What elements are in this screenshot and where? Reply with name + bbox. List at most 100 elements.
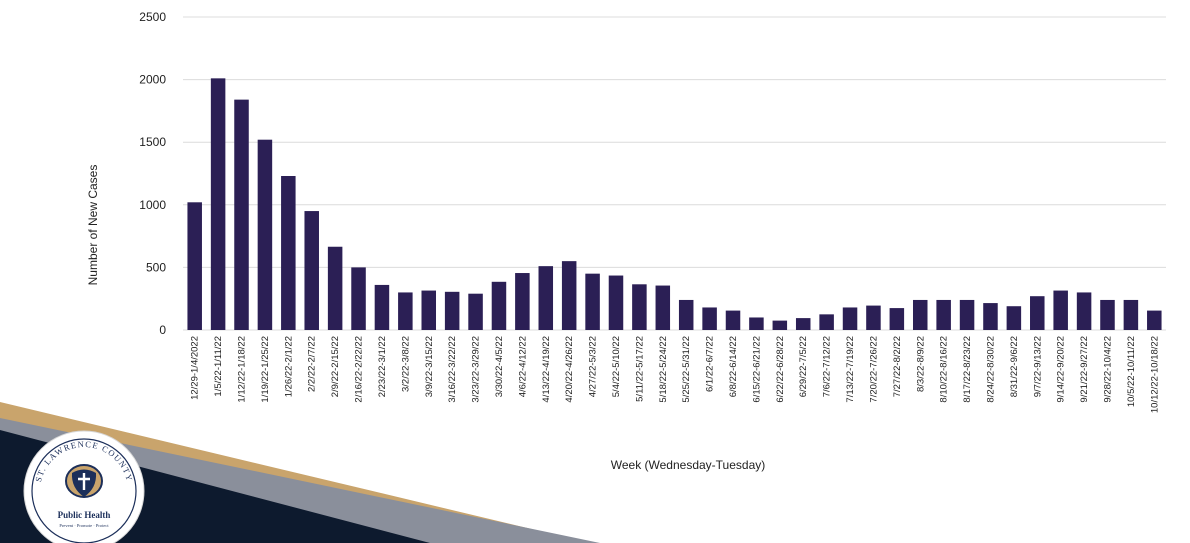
x-tick-label: 1/12/22-1/18/22 xyxy=(237,336,248,403)
bar xyxy=(257,139,273,330)
x-tick-label: 7/6/22-7/12/22 xyxy=(822,336,833,397)
bar xyxy=(538,266,554,330)
x-tick-label: 10/5/22-10/11/22 xyxy=(1126,336,1137,407)
bar xyxy=(515,273,530,330)
bar xyxy=(795,318,811,330)
x-tick-label: 8/3/22-8/9/22 xyxy=(915,336,926,392)
y-tick-label: 500 xyxy=(146,260,166,274)
y-tick-label: 1500 xyxy=(139,135,166,149)
y-axis-title: Number of New Cases xyxy=(86,165,100,286)
bar xyxy=(1123,299,1139,330)
x-tick-label: 10/12/22-10/18/22 xyxy=(1149,336,1160,413)
bar xyxy=(959,299,975,330)
bar xyxy=(187,202,202,330)
bar xyxy=(936,299,951,330)
x-tick-label: 8/31/22-9/6/22 xyxy=(1009,336,1020,397)
x-tick-label: 3/2/22-3/8/22 xyxy=(400,336,411,392)
x-tick-label: 6/22/22-6/28/22 xyxy=(775,336,786,403)
x-tick-label: 3/23/22-3/29/22 xyxy=(471,336,482,403)
x-tick-label: 6/15/22-6/21/22 xyxy=(751,336,762,403)
bars xyxy=(187,78,1162,331)
bar xyxy=(889,308,905,330)
bar xyxy=(678,299,694,330)
bar xyxy=(842,307,858,330)
x-tick-label: 8/10/22-8/16/22 xyxy=(939,336,950,403)
x-tick-label: 12/29-1/4/2022 xyxy=(190,336,201,400)
x-tick-label: 1/19/22-1/25/22 xyxy=(260,336,271,403)
bar xyxy=(1076,292,1092,330)
seal-tagline: Prevent · Promote · Protect xyxy=(59,523,109,528)
x-tick-label: 4/13/22-4/19/22 xyxy=(541,336,552,403)
x-tick-label: 5/18/22-5/24/22 xyxy=(658,336,669,403)
x-tick-label: 7/13/22-7/19/22 xyxy=(845,336,856,403)
x-tick-label: 4/20/22-4/26/22 xyxy=(564,336,575,403)
x-tick-label: 9/21/22-9/27/22 xyxy=(1079,336,1090,403)
x-tick-label: 3/9/22-3/15/22 xyxy=(424,336,435,397)
bar xyxy=(702,307,717,330)
bar xyxy=(772,320,788,330)
gridlines xyxy=(183,16,1166,331)
x-tick-label: 5/4/22-5/10/22 xyxy=(611,336,622,397)
x-tick-label: 7/20/22-7/26/22 xyxy=(868,336,879,403)
x-tick-label: 3/30/22-4/5/22 xyxy=(494,336,505,397)
bar xyxy=(421,290,437,330)
bar xyxy=(561,261,577,330)
y-tick-label: 2500 xyxy=(139,10,166,24)
bar xyxy=(749,317,764,330)
seal-name: Public Health xyxy=(58,510,111,520)
bar xyxy=(1053,290,1068,330)
bar xyxy=(725,310,741,330)
x-tick-label: 1/5/22-1/11/22 xyxy=(213,336,224,397)
x-tick-label: 8/17/22-8/23/22 xyxy=(962,336,973,403)
bar xyxy=(351,267,366,330)
bar xyxy=(327,246,343,330)
bar xyxy=(281,176,296,330)
bar xyxy=(444,291,460,330)
x-tick-label: 9/7/22-9/13/22 xyxy=(1032,336,1043,397)
bar xyxy=(491,281,507,330)
x-tick-label: 6/8/22-6/14/22 xyxy=(728,336,739,397)
bar xyxy=(304,211,319,330)
y-tick-label: 2000 xyxy=(139,73,166,87)
bar xyxy=(398,292,413,330)
x-tick-label: 4/6/22-4/12/22 xyxy=(517,336,528,397)
y-tick-label: 1000 xyxy=(139,198,166,212)
x-tick-label: 2/9/22-2/15/22 xyxy=(330,336,341,397)
x-tick-label: 4/27/22-5/3/22 xyxy=(588,336,599,397)
bar xyxy=(632,284,647,330)
bar xyxy=(1030,296,1045,330)
bar xyxy=(983,303,998,330)
x-tick-label: 2/23/22-3/1/22 xyxy=(377,336,388,397)
x-tick-label: 6/1/22-6/7/22 xyxy=(705,336,716,392)
x-tick-label: 9/14/22-9/20/22 xyxy=(1056,336,1067,403)
bar xyxy=(1006,306,1022,330)
bar xyxy=(468,293,483,330)
x-tick-label: 6/29/22-7/5/22 xyxy=(798,336,809,397)
county-seal-logo: ST. LAWRENCE COUNTY Public Health Preven… xyxy=(23,430,145,543)
bar xyxy=(1100,299,1115,330)
bar xyxy=(374,284,390,330)
x-tick-label: 5/25/22-5/31/22 xyxy=(681,336,692,403)
x-tick-label: 5/11/22-5/17/22 xyxy=(634,336,645,402)
bar xyxy=(819,314,834,330)
x-axis-ticks: 12/29-1/4/2022 1/5/22-1/11/22 1/12/22-1/18… xyxy=(190,336,1161,413)
x-axis-title: Week (Wednesday-Tuesday) xyxy=(611,458,766,472)
x-tick-label: 8/24/22-8/30/22 xyxy=(985,336,996,403)
x-tick-label: 2/2/22-2/7/22 xyxy=(307,336,318,392)
y-axis-ticks: 0 500 1000 1500 2000 2500 xyxy=(139,10,166,337)
bar xyxy=(585,273,600,330)
bar xyxy=(655,285,671,330)
bar xyxy=(234,99,249,330)
x-tick-label: 2/16/22-2/22/22 xyxy=(354,336,365,403)
bar xyxy=(1147,310,1162,330)
bar xyxy=(866,305,881,330)
x-tick-label: 9/28/22-10/4/22 xyxy=(1102,336,1113,403)
bar xyxy=(210,78,226,331)
x-tick-label: 1/26/22-2/1/22 xyxy=(283,336,294,397)
x-tick-label: 7/27/22-8/2/22 xyxy=(892,336,903,397)
bar xyxy=(608,275,624,330)
x-tick-label: 3/16/22-3/22/22 xyxy=(447,336,458,403)
bar xyxy=(912,299,928,330)
y-tick-label: 0 xyxy=(159,323,166,337)
